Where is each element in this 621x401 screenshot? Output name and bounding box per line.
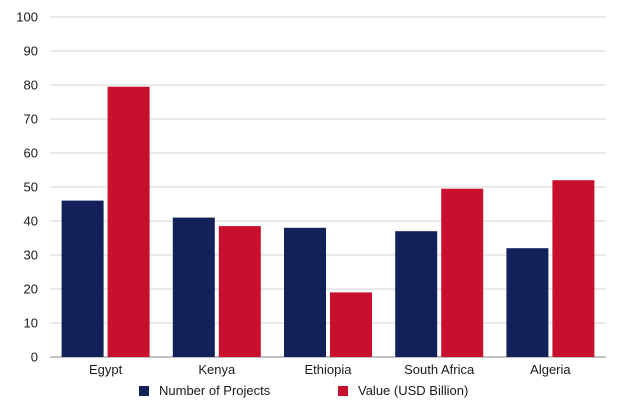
y-axis: 0 10 20 30 40 50 60 70 80 90 100: [16, 10, 38, 365]
bar-kenya-projects: [172, 217, 215, 357]
bar-south-africa-projects: [395, 231, 438, 357]
x-tick-label: Ethiopia: [305, 362, 353, 377]
bar-egypt-value: [107, 86, 150, 357]
x-tick-label: Kenya: [198, 362, 236, 377]
legend-swatch: [139, 386, 149, 396]
y-tick-label: 100: [16, 10, 38, 25]
y-tick-label: 80: [24, 78, 38, 93]
x-tick-label: South Africa: [404, 362, 475, 377]
legend-swatch: [338, 386, 348, 396]
legend: Number of Projects Value (USD Billion): [139, 383, 468, 398]
y-tick-label: 0: [31, 350, 38, 365]
x-tick-label: Egypt: [89, 362, 123, 377]
legend-label: Value (USD Billion): [358, 383, 468, 398]
bar-algeria-value: [552, 180, 595, 357]
y-tick-label: 30: [24, 248, 38, 263]
legend-label: Number of Projects: [159, 383, 271, 398]
x-axis: Egypt Kenya Ethiopia South Africa Algeria: [89, 362, 571, 377]
y-tick-label: 70: [24, 112, 38, 127]
y-tick-label: 40: [24, 214, 38, 229]
bars: [61, 86, 595, 357]
y-tick-label: 60: [24, 146, 38, 161]
bar-kenya-value: [218, 226, 261, 357]
y-tick-label: 50: [24, 180, 38, 195]
bar-south-africa-value: [441, 188, 484, 357]
bar-ethiopia-value: [330, 292, 372, 357]
bar-ethiopia-projects: [284, 227, 326, 357]
bar-egypt-projects: [61, 200, 104, 357]
y-tick-label: 10: [24, 316, 38, 331]
y-tick-label: 20: [24, 282, 38, 297]
y-tick-label: 90: [24, 44, 38, 59]
x-tick-label: Algeria: [530, 362, 571, 377]
bar-algeria-projects: [506, 248, 549, 357]
